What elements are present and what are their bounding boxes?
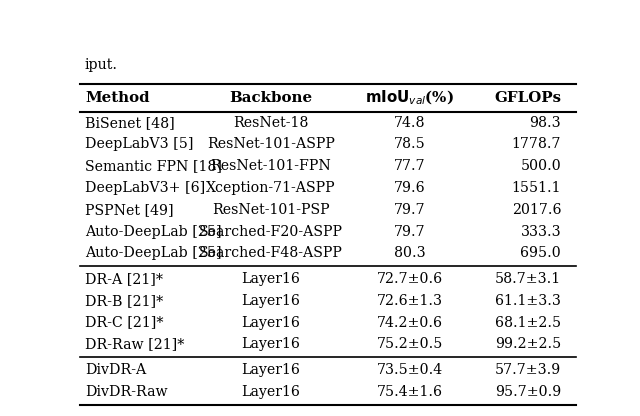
Text: DR-B [21]*: DR-B [21]* — [85, 294, 163, 308]
Text: 75.2±0.5: 75.2±0.5 — [377, 337, 443, 351]
Text: 79.7: 79.7 — [394, 225, 426, 238]
Text: 73.5±0.4: 73.5±0.4 — [377, 363, 443, 377]
Text: Layer16: Layer16 — [241, 272, 300, 286]
Text: 57.7±3.9: 57.7±3.9 — [495, 363, 561, 377]
Text: Auto-DeepLab [25]: Auto-DeepLab [25] — [85, 246, 221, 260]
Text: PSPNet [49]: PSPNet [49] — [85, 203, 173, 217]
Text: BiSenet [48]: BiSenet [48] — [85, 116, 175, 130]
Text: DivDR-Raw: DivDR-Raw — [85, 385, 168, 399]
Text: 78.5: 78.5 — [394, 137, 426, 151]
Text: 2017.6: 2017.6 — [511, 203, 561, 217]
Text: Layer16: Layer16 — [241, 385, 300, 399]
Text: 61.1±3.3: 61.1±3.3 — [495, 294, 561, 308]
Text: 98.3: 98.3 — [529, 116, 561, 130]
Text: 77.7: 77.7 — [394, 159, 426, 173]
Text: 80.3: 80.3 — [394, 246, 426, 260]
Text: iput.: iput. — [85, 58, 118, 72]
Text: Layer16: Layer16 — [241, 294, 300, 308]
Text: Layer16: Layer16 — [241, 363, 300, 377]
Text: ResNet-101-FPN: ResNet-101-FPN — [211, 159, 332, 173]
Text: 75.4±1.6: 75.4±1.6 — [377, 385, 443, 399]
Text: DR-C [21]*: DR-C [21]* — [85, 315, 163, 329]
Text: Searched-F48-ASPP: Searched-F48-ASPP — [199, 246, 343, 260]
Text: DR-A [21]*: DR-A [21]* — [85, 272, 163, 286]
Text: 99.2±2.5: 99.2±2.5 — [495, 337, 561, 351]
Text: GFLOPs: GFLOPs — [494, 91, 561, 105]
Text: Semantic FPN [18]: Semantic FPN [18] — [85, 159, 222, 173]
Text: ResNet-18: ResNet-18 — [233, 116, 308, 130]
Text: 58.7±3.1: 58.7±3.1 — [495, 272, 561, 286]
Text: 1551.1: 1551.1 — [511, 181, 561, 195]
Text: DeepLabV3 [5]: DeepLabV3 [5] — [85, 137, 193, 151]
Text: 74.2±0.6: 74.2±0.6 — [377, 315, 443, 329]
Text: DivDR-A: DivDR-A — [85, 363, 146, 377]
Text: Method: Method — [85, 91, 150, 105]
Text: ResNet-101-ASPP: ResNet-101-ASPP — [207, 137, 335, 151]
Text: Searched-F20-ASPP: Searched-F20-ASPP — [199, 225, 343, 238]
Text: 1778.7: 1778.7 — [511, 137, 561, 151]
Text: 72.7±0.6: 72.7±0.6 — [377, 272, 443, 286]
Text: $\mathbf{mIoU}_{val}$(%): $\mathbf{mIoU}_{val}$(%) — [365, 89, 454, 107]
Text: 95.7±0.9: 95.7±0.9 — [495, 385, 561, 399]
Text: Layer16: Layer16 — [241, 315, 300, 329]
Text: ResNet-101-PSP: ResNet-101-PSP — [212, 203, 330, 217]
Text: DeepLabV3+ [6]: DeepLabV3+ [6] — [85, 181, 205, 195]
Text: DR-Raw [21]*: DR-Raw [21]* — [85, 337, 184, 351]
Text: 500.0: 500.0 — [520, 159, 561, 173]
Text: 72.6±1.3: 72.6±1.3 — [377, 294, 443, 308]
Text: Auto-DeepLab [25]: Auto-DeepLab [25] — [85, 225, 221, 238]
Text: 79.7: 79.7 — [394, 203, 426, 217]
Text: 695.0: 695.0 — [520, 246, 561, 260]
Text: 68.1±2.5: 68.1±2.5 — [495, 315, 561, 329]
Text: Backbone: Backbone — [229, 91, 312, 105]
Text: 333.3: 333.3 — [520, 225, 561, 238]
Text: Xception-71-ASPP: Xception-71-ASPP — [206, 181, 336, 195]
Text: 74.8: 74.8 — [394, 116, 426, 130]
Text: 79.6: 79.6 — [394, 181, 426, 195]
Text: Layer16: Layer16 — [241, 337, 300, 351]
